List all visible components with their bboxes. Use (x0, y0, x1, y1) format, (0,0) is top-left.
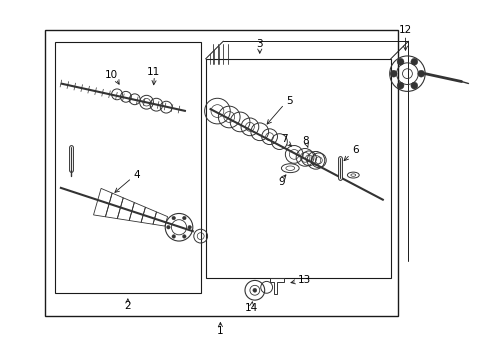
Circle shape (182, 235, 186, 238)
Circle shape (396, 58, 403, 65)
Circle shape (166, 225, 170, 229)
Text: 1: 1 (217, 326, 223, 336)
Text: 11: 11 (146, 67, 160, 77)
Circle shape (182, 216, 186, 220)
Text: 6: 6 (351, 145, 358, 156)
Text: 8: 8 (302, 136, 309, 145)
Text: 5: 5 (285, 96, 292, 106)
Circle shape (187, 225, 191, 229)
Circle shape (410, 58, 417, 65)
Text: 14: 14 (245, 303, 258, 313)
Text: 10: 10 (104, 69, 118, 80)
Text: 2: 2 (124, 301, 131, 311)
Circle shape (172, 216, 175, 220)
Text: 3: 3 (256, 39, 263, 49)
Circle shape (252, 288, 256, 292)
Text: 4: 4 (133, 170, 140, 180)
Circle shape (172, 235, 175, 238)
Text: 9: 9 (278, 177, 284, 187)
Circle shape (417, 70, 424, 77)
Text: 13: 13 (297, 275, 310, 285)
Circle shape (389, 70, 396, 77)
Circle shape (396, 82, 403, 89)
Circle shape (410, 82, 417, 89)
Text: 7: 7 (281, 134, 287, 144)
Text: 12: 12 (398, 25, 411, 35)
